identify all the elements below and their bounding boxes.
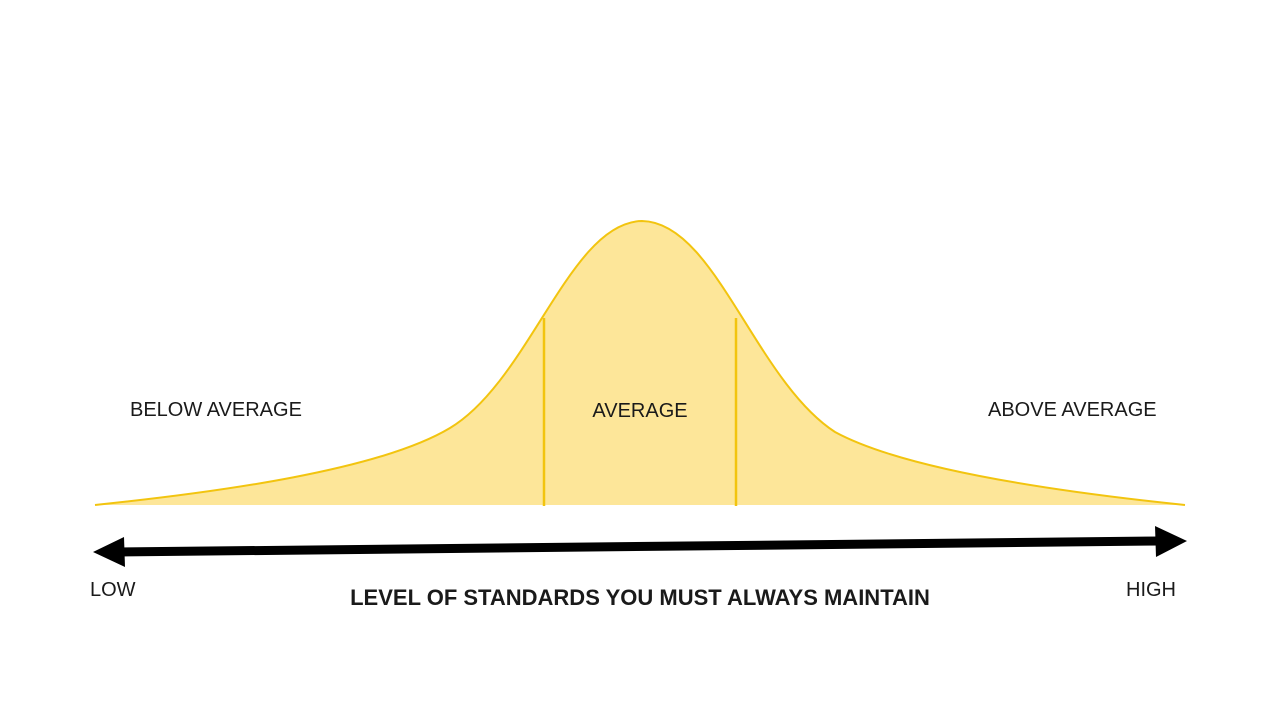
- axis-title: LEVEL OF STANDARDS YOU MUST ALWAYS MAINT…: [350, 585, 930, 610]
- axis-arrow-right-head: [1155, 526, 1187, 557]
- below-average-label: BELOW AVERAGE: [130, 399, 302, 421]
- bell-curve-area: [95, 221, 1185, 505]
- above-average-label: ABOVE AVERAGE: [988, 399, 1157, 421]
- axis-arrow-shaft: [117, 536, 1161, 557]
- average-label-row: AVERAGE: [0, 399, 1280, 423]
- axis-high-label: HIGH: [1126, 579, 1176, 601]
- average-label: AVERAGE: [592, 400, 688, 422]
- bell-curve-outline: [94, 219, 1186, 506]
- axis-low-label: LOW: [90, 579, 136, 601]
- axis-arrow-left-head: [93, 537, 125, 567]
